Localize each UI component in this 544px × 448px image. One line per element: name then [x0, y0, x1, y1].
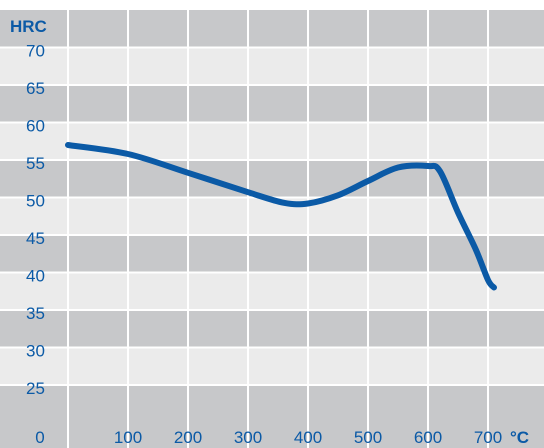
horizontal-gridlines — [0, 46, 544, 386]
band-row — [0, 122, 544, 160]
x-tick-labels: 0 100 200 300 400 500 600 700 — [35, 428, 502, 447]
band-row — [0, 85, 544, 123]
x-tick-label: 500 — [354, 428, 382, 447]
y-tick-label: 60 — [26, 117, 45, 136]
hardness-curve — [65, 142, 497, 291]
band-row — [0, 347, 544, 385]
y-tick-label: 50 — [26, 192, 45, 211]
x-tick-label: 600 — [414, 428, 442, 447]
vertical-gridlines — [67, 10, 489, 448]
y-tick-label: 40 — [26, 267, 45, 286]
band-row — [0, 10, 544, 48]
x-tick-label: 700 — [474, 428, 502, 447]
y-tick-label: 25 — [26, 379, 45, 398]
y-tick-label: 55 — [26, 154, 45, 173]
band-row — [0, 160, 544, 198]
x-tick-label: 400 — [294, 428, 322, 447]
band-row — [0, 47, 544, 85]
x-tick-label: 300 — [234, 428, 262, 447]
band-row — [0, 235, 544, 273]
x-tick-label: 0 — [35, 428, 44, 447]
y-tick-label: 45 — [26, 229, 45, 248]
band-row — [0, 310, 544, 348]
band-row — [0, 385, 544, 448]
band-row — [0, 272, 544, 310]
y-tick-label: 30 — [26, 342, 45, 361]
x-tick-label: 200 — [174, 428, 202, 447]
y-tick-labels: 70 65 60 55 50 45 40 35 30 25 — [26, 42, 45, 399]
y-unit-label: HRC — [10, 17, 47, 36]
x-unit-label: °C — [510, 428, 529, 447]
x-tick-label: 100 — [114, 428, 142, 447]
y-tick-label: 70 — [26, 42, 45, 61]
y-tick-label: 65 — [26, 79, 45, 98]
y-tick-label: 35 — [26, 304, 45, 323]
